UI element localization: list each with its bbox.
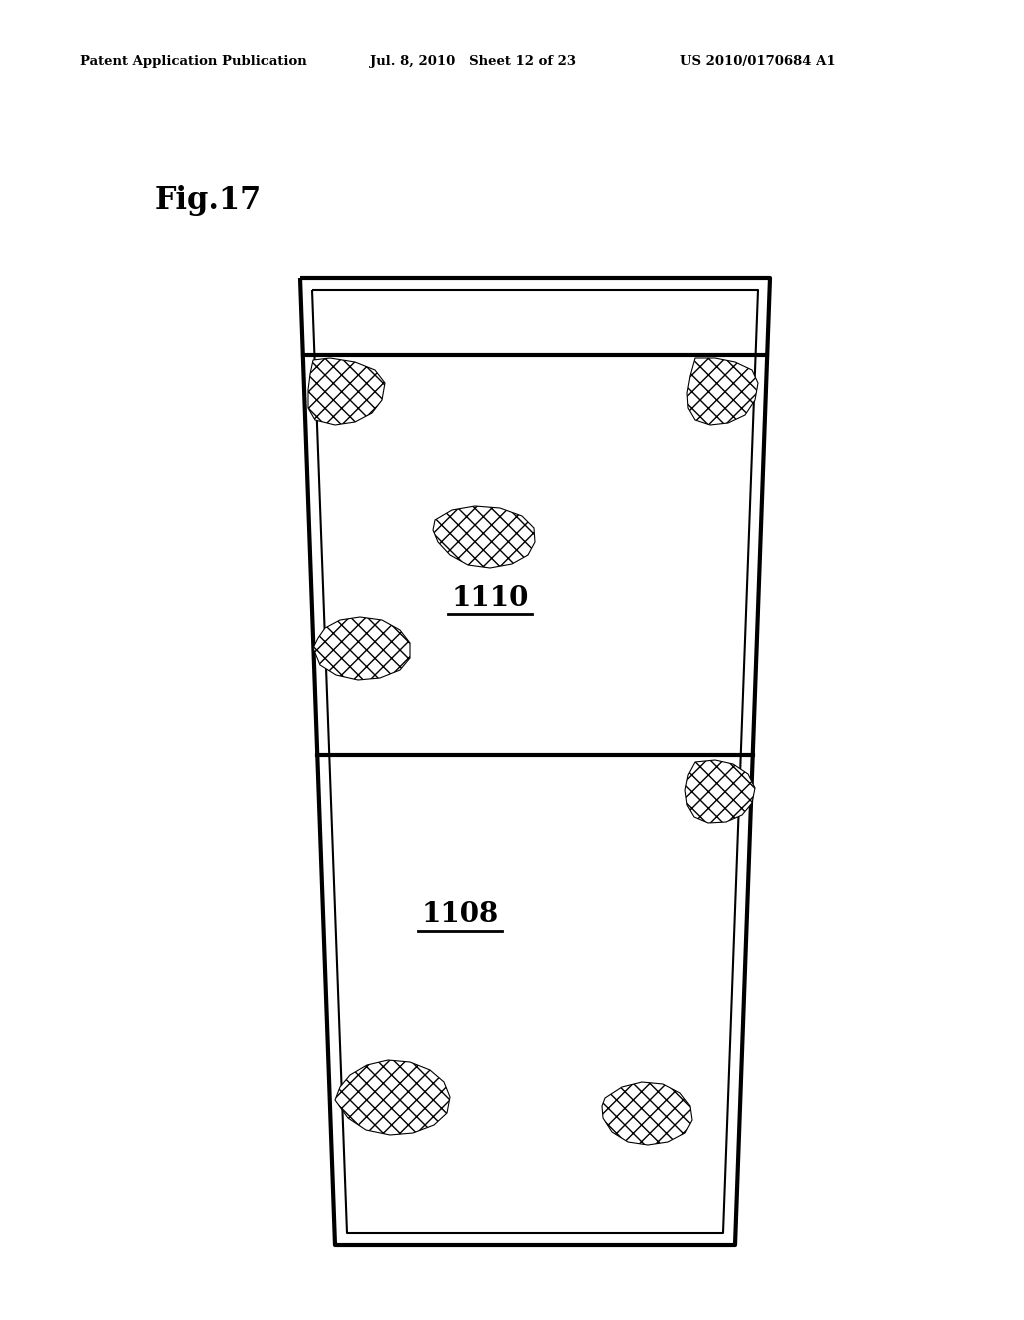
Polygon shape <box>308 358 385 425</box>
Text: US 2010/0170684 A1: US 2010/0170684 A1 <box>680 55 836 69</box>
Text: Jul. 8, 2010   Sheet 12 of 23: Jul. 8, 2010 Sheet 12 of 23 <box>370 55 575 69</box>
Polygon shape <box>335 1060 450 1135</box>
Polygon shape <box>313 616 410 680</box>
Text: 1108: 1108 <box>421 902 499 928</box>
Polygon shape <box>687 358 758 425</box>
Text: Fig.17: Fig.17 <box>155 185 262 215</box>
Polygon shape <box>685 760 755 822</box>
Polygon shape <box>602 1082 692 1144</box>
Polygon shape <box>433 506 535 568</box>
Text: 1110: 1110 <box>452 585 528 611</box>
Text: Patent Application Publication: Patent Application Publication <box>80 55 307 69</box>
